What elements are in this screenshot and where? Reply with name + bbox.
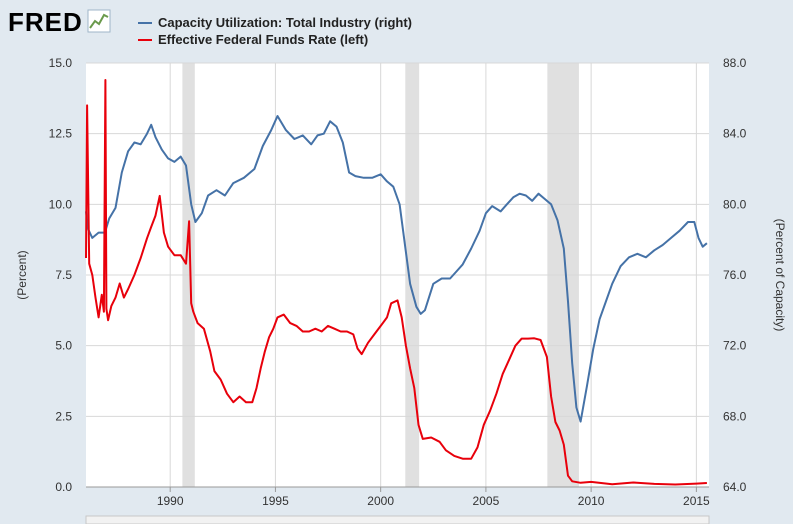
x-tick-label: 1990 (157, 494, 184, 508)
range-scrollbar[interactable] (85, 515, 710, 524)
series-line-capacity (85, 115, 708, 423)
series-line-fedfunds (85, 79, 707, 486)
y-left-tick-label: 12.5 (49, 127, 73, 141)
x-tick-label: 1995 (262, 494, 289, 508)
fred-logo-text: FRED (8, 7, 83, 37)
y-right-tick-label: 88.0 (723, 56, 747, 70)
y-right-tick-label: 76.0 (723, 268, 747, 282)
y-left-axis-title: (Percent) (15, 250, 29, 299)
series-lines (85, 79, 708, 486)
x-tick-label: 2000 (367, 494, 394, 508)
y-right-tick-label: 64.0 (723, 480, 747, 494)
legend-label-fedfunds: Effective Federal Funds Rate (left) (158, 32, 369, 47)
y-right-tick-label: 80.0 (723, 197, 747, 211)
legend-item-capacity: Capacity Utilization: Total Industry (ri… (138, 14, 412, 31)
y-right-tick-label: 68.0 (723, 409, 747, 423)
y-left-tick-label: 5.0 (55, 339, 72, 353)
y-left-tick-label: 0.0 (55, 480, 72, 494)
y-left-tick-label: 2.5 (55, 409, 72, 423)
y-left-tick-label: 10.0 (49, 197, 73, 211)
fred-logo: FRED (8, 7, 111, 37)
y-right-axis-title: (Percent of Capacity) (773, 219, 787, 332)
y-left-tick-label: 7.5 (55, 268, 72, 282)
legend-swatch-fedfunds (138, 38, 152, 41)
x-tick-label: 2005 (473, 494, 500, 508)
y-left-tick-label: 15.0 (49, 56, 73, 70)
x-tick-label: 2010 (578, 494, 605, 508)
legend-item-fedfunds: Effective Federal Funds Rate (left) (138, 31, 412, 48)
gridlines (86, 62, 709, 488)
x-tick-label: 2015 (683, 494, 710, 508)
axes: 0.0 64.0 2.5 68.0 5.0 72.0 7.5 76.0 10.0 80.0 12.5… (15, 56, 787, 508)
legend-label-capacity: Capacity Utilization: Total Industry (ri… (158, 15, 412, 30)
range-scrollbar-track[interactable] (85, 515, 710, 524)
chart-legend: Capacity Utilization: Total Industry (ri… (138, 14, 412, 48)
legend-swatch-capacity (138, 21, 152, 24)
fred-logo-graph-icon (87, 9, 111, 33)
y-right-tick-label: 84.0 (723, 127, 747, 141)
y-right-tick-label: 72.0 (723, 339, 747, 353)
